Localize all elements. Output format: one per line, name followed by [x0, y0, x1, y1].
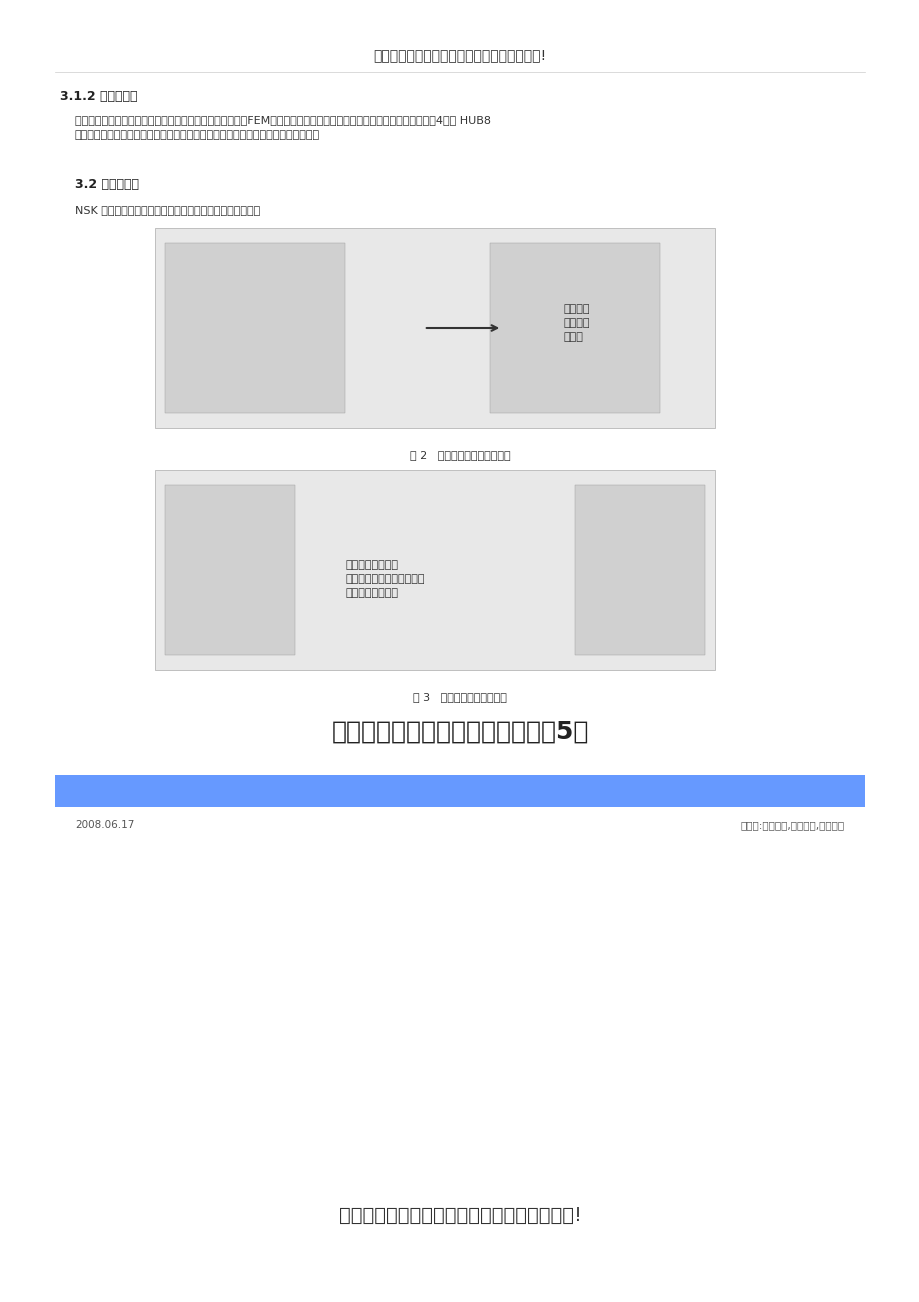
Text: 3.2 低摩擦力矩: 3.2 低摩擦力矩 [75, 178, 139, 191]
Bar [165, 486, 295, 655]
Bar [154, 228, 714, 428]
Bar [165, 243, 345, 413]
Text: 无需预紧载荷设定
无论用于驱动轮或非驱动轮
都使轴承重量减轻: 无需预紧载荷设定 无论用于驱动轮或非驱动轮 都使轴承重量减轻 [345, 560, 425, 598]
Text: 关键词:轮毂轴承,发展趋势,最新技术: 关键词:轮毂轴承,发展趋势,最新技术 [740, 820, 844, 829]
Bar [574, 486, 704, 655]
Text: 第二代和第三代轮毂轴承设计的过程中进行了有限元分析（FEM），在保证法兰盘是够刚性的同时进一步减小其重量。图4是对 HUB8
进行有限元分析的实例，在保证刚度的: 第二代和第三代轮毂轴承设计的过程中进行了有限元分析（FEM），在保证法兰盘是够刚… [75, 115, 491, 139]
Text: 感谢阅读本文档，希望本文档能对您有所帮助!: 感谢阅读本文档，希望本文档能对您有所帮助! [338, 1206, 581, 1224]
Text: 轮毂轴承的发展趋势和最新技术（5）: 轮毂轴承的发展趋势和最新技术（5） [331, 720, 588, 743]
Text: 欢迎阅读本文档，希望本文档能对您有所帮助!: 欢迎阅读本文档，希望本文档能对您有所帮助! [373, 48, 546, 62]
Bar [154, 470, 714, 671]
Bar [55, 775, 864, 807]
Text: NSK 轮毂轴承的低摩擦力矩设计进一步降低了汽车的油耗。: NSK 轮毂轴承的低摩擦力矩设计进一步降低了汽车的油耗。 [75, 204, 260, 215]
Text: 2008.06.17: 2008.06.17 [75, 820, 134, 829]
Text: 图 3   驱动轮用内圈紧固结构: 图 3 驱动轮用内圈紧固结构 [413, 691, 506, 702]
Bar [489, 243, 659, 413]
Text: 图 2   非驱动轮用内圈紧固结构: 图 2 非驱动轮用内圈紧固结构 [409, 450, 510, 460]
Text: 3.1.2 有限元分析: 3.1.2 有限元分析 [60, 90, 137, 103]
Text: 成本降低
结构紧凑
重量轻: 成本降低 结构紧凑 重量轻 [563, 303, 590, 342]
